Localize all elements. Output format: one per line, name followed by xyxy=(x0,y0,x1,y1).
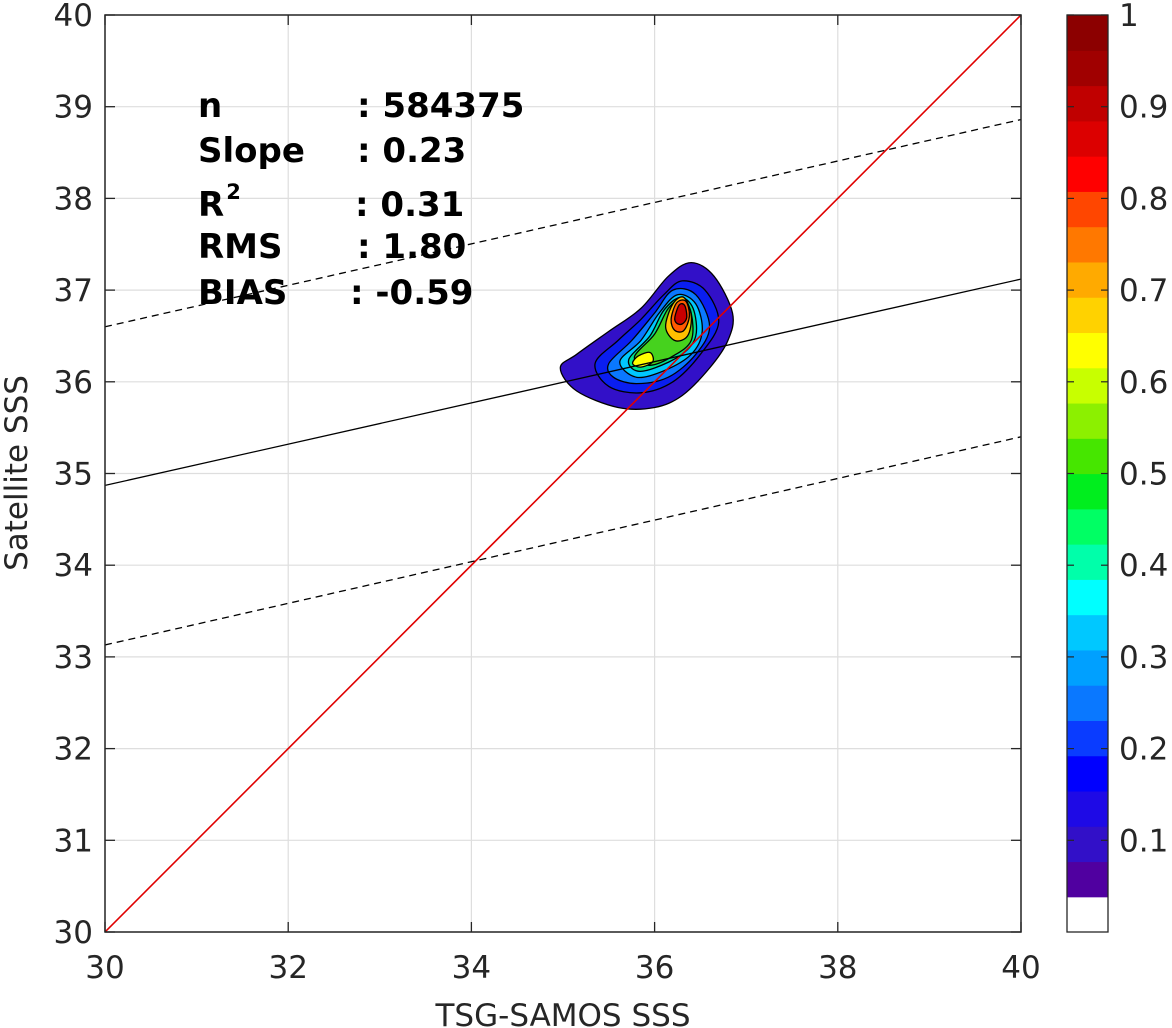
y-tick-label: 30 xyxy=(54,915,93,951)
stats-slope-value: : 0.23 xyxy=(357,131,466,171)
y-tick-label: 37 xyxy=(54,273,93,309)
stats-bias-value: : -0.59 xyxy=(350,273,473,313)
y-tick-label: 31 xyxy=(54,823,93,859)
colorbar-tick-label: 0.6 xyxy=(1119,365,1168,401)
colorbar-tick-label: 1 xyxy=(1119,0,1139,34)
colorbar-swatch xyxy=(1067,402,1108,439)
colorbar-swatch xyxy=(1067,790,1108,827)
colorbar-swatch xyxy=(1067,191,1108,228)
stats-n-label: n xyxy=(198,86,222,126)
colorbar-swatch xyxy=(1067,508,1108,545)
x-tick-label: 34 xyxy=(452,950,491,986)
colorbar-swatch xyxy=(1067,261,1108,298)
colorbar-swatch xyxy=(1067,685,1108,721)
stats-r2-label: R2 xyxy=(198,180,241,225)
x-tick-label: 38 xyxy=(818,950,857,986)
colorbar-swatch xyxy=(1067,85,1108,122)
y-tick-label: 33 xyxy=(54,640,93,676)
regression-line xyxy=(105,278,1021,487)
colorbar-swatch xyxy=(1067,720,1108,757)
y-tick-label: 40 xyxy=(54,0,93,34)
x-tick-label: 40 xyxy=(1001,950,1040,986)
colorbar-swatch xyxy=(1067,826,1108,863)
colorbar-tick-label: 0.7 xyxy=(1119,273,1168,309)
y-tick-label: 39 xyxy=(54,90,93,126)
colorbar-tick-label: 0.4 xyxy=(1119,548,1168,584)
stats-r2-letter: R xyxy=(198,185,224,225)
colorbar-swatch xyxy=(1067,579,1108,616)
colorbar-swatch xyxy=(1067,120,1108,157)
stats-box: n : 584375 Slope : 0.23 R2 : 0.31 RMS : … xyxy=(198,86,524,313)
colorbar-swatch xyxy=(1067,297,1108,334)
stats-rms-label: RMS xyxy=(198,227,283,267)
colorbar-tick-label: 0.9 xyxy=(1119,90,1168,126)
colorbar-swatch xyxy=(1067,755,1108,792)
stats-bias-label: BIAS xyxy=(198,273,287,313)
x-tick-label: 32 xyxy=(268,950,307,986)
colorbar-tick-label: 0.3 xyxy=(1119,640,1168,676)
y-tick-label: 34 xyxy=(54,548,93,584)
colorbar-swatch xyxy=(1067,50,1108,87)
colorbar-tick-label: 0.2 xyxy=(1119,732,1168,768)
x-axis-title: TSG-SAMOS SSS xyxy=(435,998,691,1028)
colorbar-swatch xyxy=(1067,332,1108,369)
density-contour-0-9 xyxy=(674,302,688,326)
stats-r2-superscript: 2 xyxy=(226,180,241,204)
colorbar-swatch xyxy=(1067,649,1108,686)
y-axis-title: Satellite SSS xyxy=(0,375,35,571)
reference-lines xyxy=(105,15,1021,932)
stats-rms-value: : 1.80 xyxy=(357,227,466,267)
upper-bound-line xyxy=(105,118,1021,328)
colorbar-swatch xyxy=(1067,544,1108,580)
lower-bound-line xyxy=(105,436,1021,646)
y-tick-label: 38 xyxy=(54,181,93,217)
colorbar-tick-label: 0.5 xyxy=(1119,457,1168,493)
colorbar-tick-label: 0.8 xyxy=(1119,181,1168,217)
one-to-one-line xyxy=(105,15,1021,932)
colorbar-swatch xyxy=(1067,15,1108,51)
y-tick-label: 36 xyxy=(54,365,93,401)
colorbar-swatch xyxy=(1067,473,1108,510)
y-tick-label: 35 xyxy=(54,457,93,493)
colorbar: 0.1 0.2 0.3 0.4 0.5 0.6 0.7 0.8 0.9 1 xyxy=(1066,0,1168,933)
stats-r2-value: : 0.31 xyxy=(355,185,464,225)
colorbar-swatch xyxy=(1067,226,1108,263)
colorbar-swatch xyxy=(1067,156,1108,192)
colorbar-swatch xyxy=(1067,896,1108,933)
colorbar-swatch xyxy=(1067,861,1108,898)
stats-n-value: : 584375 xyxy=(357,86,524,126)
x-tick-label: 36 xyxy=(635,950,674,986)
density-contours xyxy=(559,261,734,410)
x-tick-label: 30 xyxy=(85,950,124,986)
colorbar-swatch xyxy=(1067,438,1108,475)
colorbar-swatch xyxy=(1067,367,1108,404)
axis-ticks: 30 32 34 36 38 40 30 31 32 33 34 35 36 37 38 39 40 xyxy=(54,0,1041,986)
y-tick-label: 32 xyxy=(54,732,93,768)
colorbar-swatch xyxy=(1067,614,1108,651)
stats-slope-label: Slope xyxy=(198,131,305,171)
colorbar-tick-label: 0.1 xyxy=(1119,823,1168,859)
